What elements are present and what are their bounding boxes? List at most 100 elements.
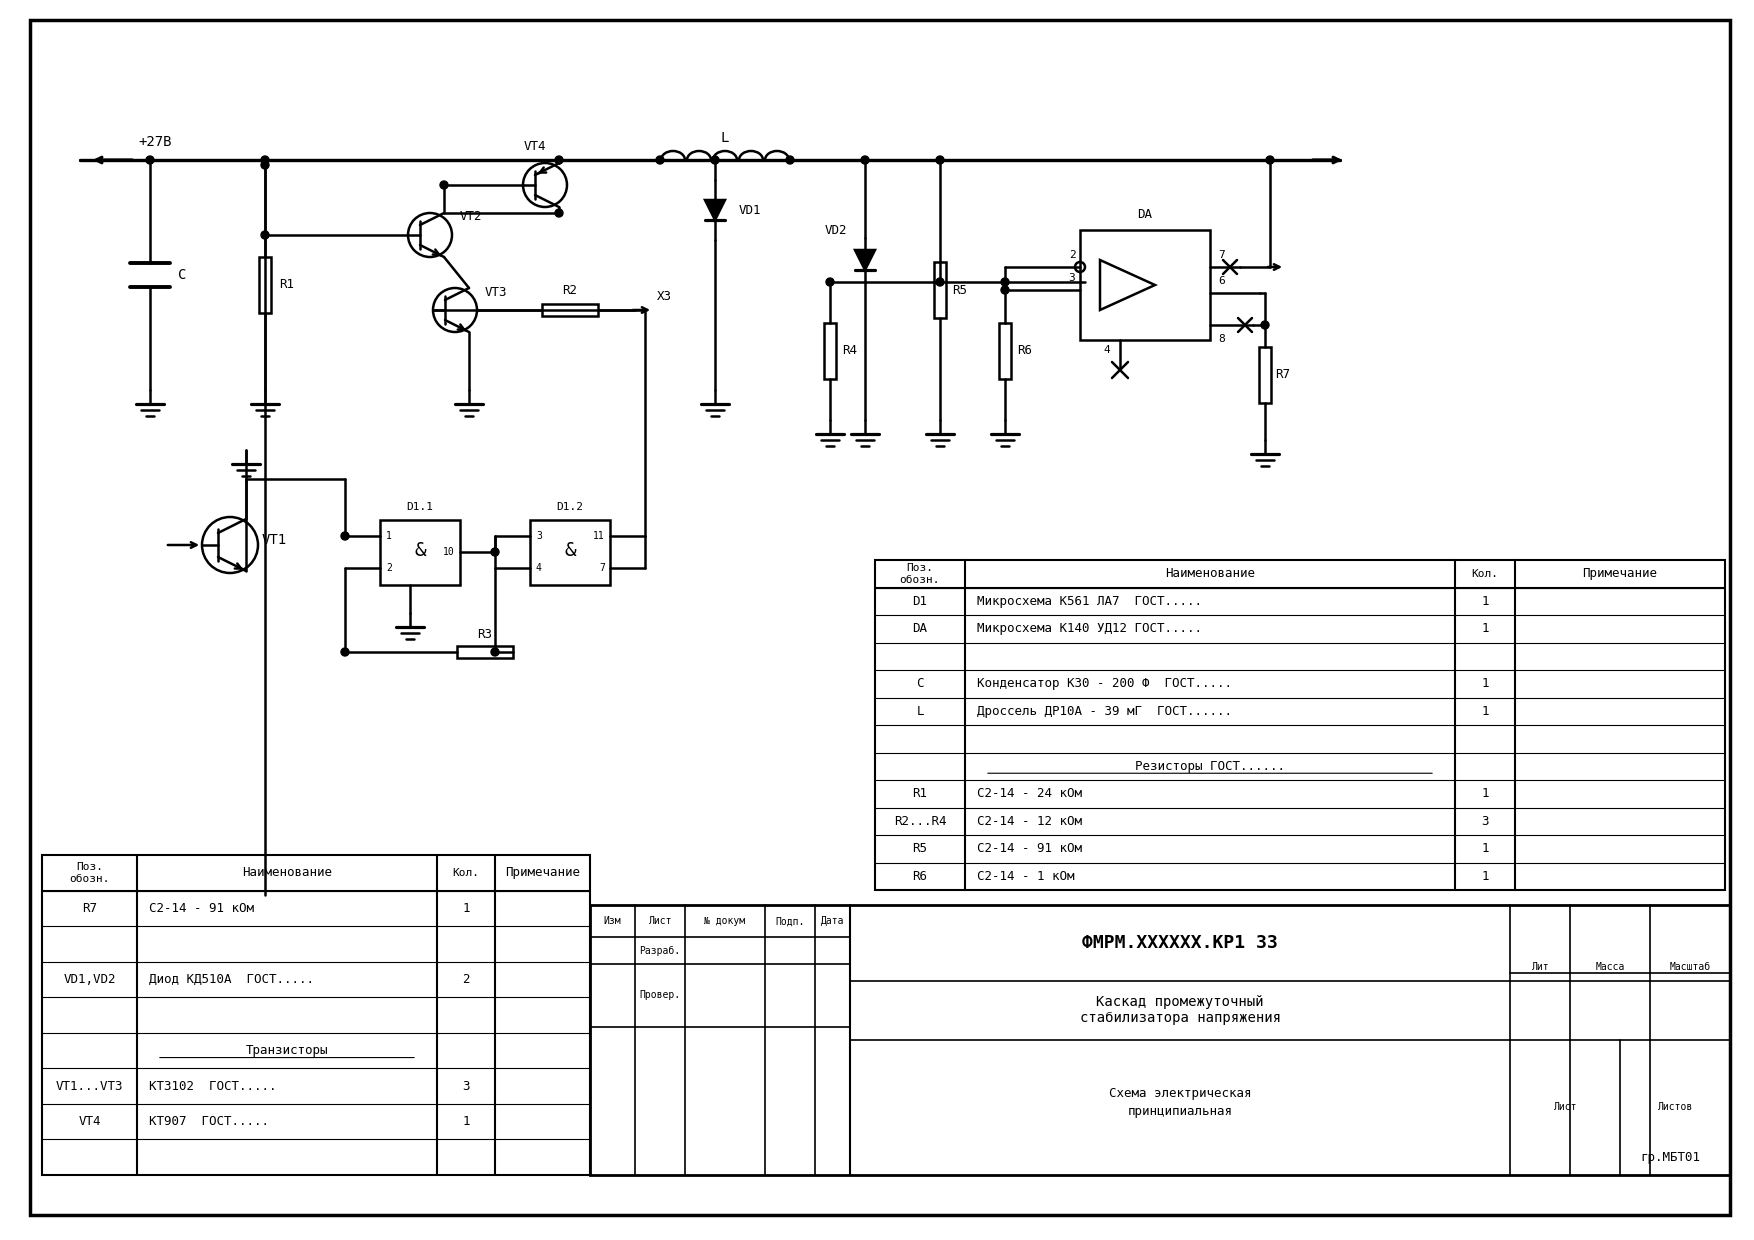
Circle shape bbox=[656, 156, 665, 164]
Text: 3: 3 bbox=[1068, 273, 1075, 283]
Text: № докум: № докум bbox=[705, 916, 745, 926]
Text: &: & bbox=[414, 541, 426, 559]
Bar bbox=[530, 520, 610, 584]
Circle shape bbox=[491, 649, 498, 656]
Text: D1: D1 bbox=[912, 595, 928, 608]
Circle shape bbox=[1002, 278, 1009, 286]
Text: Подп.: Подп. bbox=[775, 916, 805, 926]
Text: Наименование: Наименование bbox=[1165, 567, 1256, 580]
Text: R2: R2 bbox=[563, 284, 577, 296]
Text: 2: 2 bbox=[386, 563, 391, 573]
Text: VT4: VT4 bbox=[79, 1115, 100, 1128]
Text: VT1...VT3: VT1...VT3 bbox=[56, 1080, 123, 1092]
Text: R1: R1 bbox=[912, 787, 928, 800]
Text: &: & bbox=[565, 541, 575, 559]
Text: 2: 2 bbox=[463, 973, 470, 986]
Circle shape bbox=[261, 156, 268, 164]
Text: Лист: Лист bbox=[1554, 1102, 1577, 1112]
Text: Лит: Лит bbox=[1531, 962, 1549, 972]
Circle shape bbox=[710, 156, 719, 164]
Text: R5: R5 bbox=[952, 284, 968, 296]
Text: КТ3102  ГОСТ.....: КТ3102 ГОСТ..... bbox=[149, 1080, 277, 1092]
Text: 10: 10 bbox=[444, 547, 454, 557]
Circle shape bbox=[861, 156, 868, 164]
Circle shape bbox=[1261, 321, 1268, 329]
Text: 1: 1 bbox=[1480, 787, 1489, 800]
Text: Масштаб: Масштаб bbox=[1670, 962, 1710, 972]
Text: 6: 6 bbox=[1217, 277, 1224, 286]
Text: Листов: Листов bbox=[1658, 1102, 1693, 1112]
Circle shape bbox=[554, 156, 563, 164]
Circle shape bbox=[340, 649, 349, 656]
Circle shape bbox=[1266, 156, 1273, 164]
Text: R7: R7 bbox=[82, 901, 96, 915]
Text: 2: 2 bbox=[1068, 250, 1075, 260]
Text: D1.1: D1.1 bbox=[407, 502, 433, 512]
Text: R6: R6 bbox=[912, 869, 928, 883]
Text: Провер.: Провер. bbox=[640, 991, 681, 1001]
Text: С2-14 - 91 кОм: С2-14 - 91 кОм bbox=[149, 901, 254, 915]
Text: С2-14 - 1 кОм: С2-14 - 1 кОм bbox=[977, 869, 1075, 883]
Text: Конденсатор К30 - 200 Ф  ГОСТ.....: Конденсатор К30 - 200 Ф ГОСТ..... bbox=[977, 677, 1231, 691]
Text: КТ907  ГОСТ.....: КТ907 ГОСТ..... bbox=[149, 1115, 268, 1128]
Text: 4: 4 bbox=[1103, 345, 1110, 355]
Text: Наименование: Наименование bbox=[242, 867, 332, 879]
Text: принципиальная: принципиальная bbox=[1128, 1105, 1233, 1118]
Bar bbox=[1259, 347, 1272, 403]
Text: Кол.: Кол. bbox=[1472, 569, 1498, 579]
Circle shape bbox=[261, 231, 268, 239]
Text: VT2: VT2 bbox=[460, 211, 482, 223]
Bar bbox=[260, 257, 272, 312]
Text: R4: R4 bbox=[842, 345, 858, 357]
Text: VT1: VT1 bbox=[261, 533, 288, 547]
Text: 1: 1 bbox=[463, 1115, 470, 1128]
Text: VD1,VD2: VD1,VD2 bbox=[63, 973, 116, 986]
Bar bbox=[42, 856, 589, 1176]
Text: С2-14 - 24 кОм: С2-14 - 24 кОм bbox=[977, 787, 1082, 800]
Bar bbox=[458, 646, 512, 658]
Text: Транзисторы: Транзисторы bbox=[246, 1044, 328, 1056]
Text: C: C bbox=[177, 268, 186, 281]
Text: 3: 3 bbox=[1480, 815, 1489, 828]
Bar bbox=[1000, 322, 1010, 379]
Text: Схема электрическая: Схема электрическая bbox=[1109, 1087, 1251, 1100]
Bar bbox=[381, 520, 460, 584]
Bar bbox=[1080, 229, 1210, 340]
Bar bbox=[542, 304, 598, 316]
Text: гр.МБТ01: гр.МБТ01 bbox=[1640, 1151, 1700, 1163]
Text: L: L bbox=[916, 704, 924, 718]
Text: Дата: Дата bbox=[821, 916, 844, 926]
Polygon shape bbox=[705, 200, 724, 219]
Text: R1: R1 bbox=[279, 279, 295, 291]
Text: 1: 1 bbox=[1480, 595, 1489, 608]
Text: Дроссель ДР10А - 39 мГ  ГОСТ......: Дроссель ДР10А - 39 мГ ГОСТ...... bbox=[977, 704, 1231, 718]
Circle shape bbox=[340, 532, 349, 539]
Text: Изм: Изм bbox=[603, 916, 621, 926]
Circle shape bbox=[937, 278, 944, 286]
Text: 1: 1 bbox=[1480, 622, 1489, 635]
Circle shape bbox=[491, 548, 498, 556]
Text: DA: DA bbox=[1138, 207, 1152, 221]
Circle shape bbox=[1002, 286, 1009, 294]
Text: VT3: VT3 bbox=[486, 285, 507, 299]
Text: Разраб.: Разраб. bbox=[640, 946, 681, 956]
Text: VD1: VD1 bbox=[738, 203, 761, 217]
Text: Поз.
обозн.: Поз. обозн. bbox=[68, 862, 111, 884]
Text: 1: 1 bbox=[1480, 704, 1489, 718]
Text: С2-14 - 12 кОм: С2-14 - 12 кОм bbox=[977, 815, 1082, 828]
Circle shape bbox=[146, 156, 154, 164]
Text: стабилизатора напряжения: стабилизатора напряжения bbox=[1079, 1012, 1280, 1025]
Text: Кол.: Кол. bbox=[453, 868, 479, 878]
Text: С2-14 - 91 кОм: С2-14 - 91 кОм bbox=[977, 842, 1082, 856]
Bar bbox=[875, 560, 1724, 890]
Circle shape bbox=[786, 156, 795, 164]
Text: DA: DA bbox=[912, 622, 928, 635]
Circle shape bbox=[261, 161, 268, 169]
Text: X3: X3 bbox=[658, 289, 672, 303]
Text: VT4: VT4 bbox=[524, 140, 545, 154]
Circle shape bbox=[554, 210, 563, 217]
Text: 7: 7 bbox=[600, 563, 605, 573]
Circle shape bbox=[937, 156, 944, 164]
Text: Микросхема К561 ЛА7  ГОСТ.....: Микросхема К561 ЛА7 ГОСТ..... bbox=[977, 595, 1201, 608]
Text: R7: R7 bbox=[1275, 368, 1291, 382]
